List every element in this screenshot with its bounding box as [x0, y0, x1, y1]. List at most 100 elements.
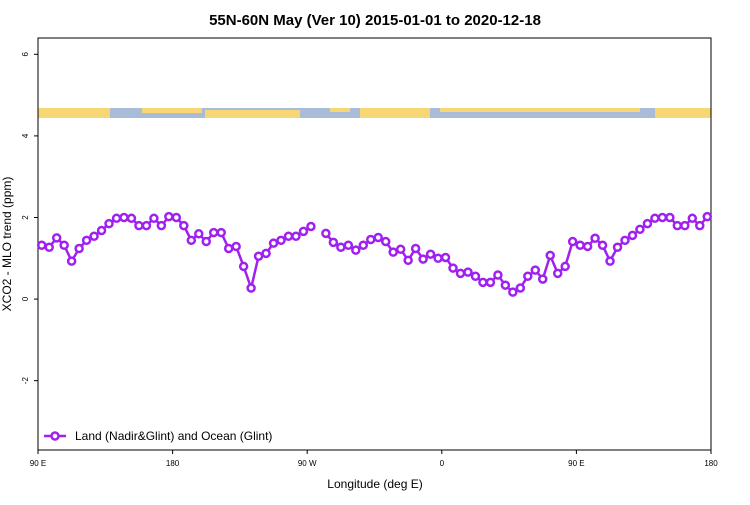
point	[523, 271, 533, 281]
point	[665, 212, 675, 223]
point	[635, 224, 645, 235]
point	[680, 220, 690, 231]
point	[246, 283, 256, 293]
point	[373, 232, 383, 243]
point	[268, 238, 279, 248]
point	[171, 212, 182, 223]
point	[44, 242, 54, 253]
y-tick-label: 6	[21, 52, 30, 57]
point	[485, 277, 496, 288]
y-axis-label: XCO2 - MLO trend (ppm)	[0, 177, 14, 312]
x-tick-label: 90 W	[298, 459, 317, 468]
x-tick-label: 0	[440, 459, 445, 468]
point	[455, 268, 466, 279]
point	[642, 218, 653, 229]
point	[223, 243, 234, 254]
point	[89, 231, 99, 241]
point	[51, 233, 62, 243]
point	[567, 236, 578, 247]
point	[470, 271, 481, 281]
point	[96, 225, 107, 236]
point	[238, 261, 249, 272]
chart-title: 55N-60N May (Ver 10) 2015-01-01 to 2020-…	[209, 12, 541, 29]
plot-frame	[37, 37, 712, 451]
point	[433, 253, 443, 264]
point	[321, 228, 331, 239]
point	[351, 245, 361, 255]
point	[164, 211, 174, 222]
point	[627, 230, 638, 241]
point	[253, 251, 264, 261]
point	[425, 249, 436, 259]
point	[650, 213, 660, 224]
point	[687, 213, 698, 224]
x-tick-label: 90 E	[568, 459, 584, 468]
point	[463, 267, 473, 277]
point	[194, 229, 204, 239]
point	[672, 220, 683, 231]
point	[328, 237, 339, 248]
point	[306, 221, 316, 232]
legend-swatch	[50, 431, 60, 441]
point	[575, 240, 585, 250]
point	[582, 241, 593, 252]
point	[620, 235, 630, 246]
y-tick-label: 0	[21, 296, 30, 301]
point	[186, 235, 197, 246]
point	[59, 240, 69, 250]
point	[283, 231, 294, 241]
point	[612, 242, 623, 253]
point	[395, 244, 406, 255]
point	[657, 212, 668, 223]
point	[478, 277, 488, 288]
point	[179, 220, 189, 231]
point	[156, 220, 167, 231]
point	[560, 261, 570, 272]
point	[36, 240, 47, 250]
point	[104, 218, 114, 229]
point	[493, 270, 503, 280]
point	[590, 233, 600, 244]
point	[380, 236, 391, 247]
point	[74, 243, 84, 254]
point	[201, 236, 211, 247]
x-axis-label: Longitude (deg E)	[327, 477, 422, 491]
y-tick-label: 2	[21, 215, 30, 220]
point	[418, 254, 428, 264]
point	[126, 213, 137, 224]
point	[410, 243, 421, 254]
point	[298, 226, 309, 237]
point	[500, 280, 511, 290]
point	[366, 234, 376, 245]
point	[134, 220, 144, 231]
point	[208, 227, 219, 238]
y-tick-label: -2	[21, 377, 30, 385]
point	[358, 240, 369, 250]
point	[66, 256, 77, 266]
point	[261, 248, 271, 259]
point	[552, 268, 563, 279]
point	[336, 242, 346, 253]
point	[231, 241, 241, 252]
point	[702, 211, 713, 222]
x-tick-label: 180	[704, 459, 718, 468]
point	[119, 212, 129, 223]
x-tick-label: 180	[166, 459, 180, 468]
point	[291, 231, 301, 241]
point	[515, 283, 526, 293]
point	[545, 250, 555, 261]
point	[141, 220, 152, 231]
point	[81, 235, 92, 246]
point	[111, 213, 122, 224]
point	[695, 220, 705, 231]
point	[276, 235, 286, 246]
x-tick-label: 90 E	[30, 459, 46, 468]
point	[605, 256, 615, 266]
point	[530, 265, 541, 275]
legend-label: Land (Nadir&Glint) and Ocean (Glint)	[75, 429, 272, 443]
point	[343, 240, 354, 250]
point	[508, 287, 518, 297]
point	[149, 213, 159, 224]
